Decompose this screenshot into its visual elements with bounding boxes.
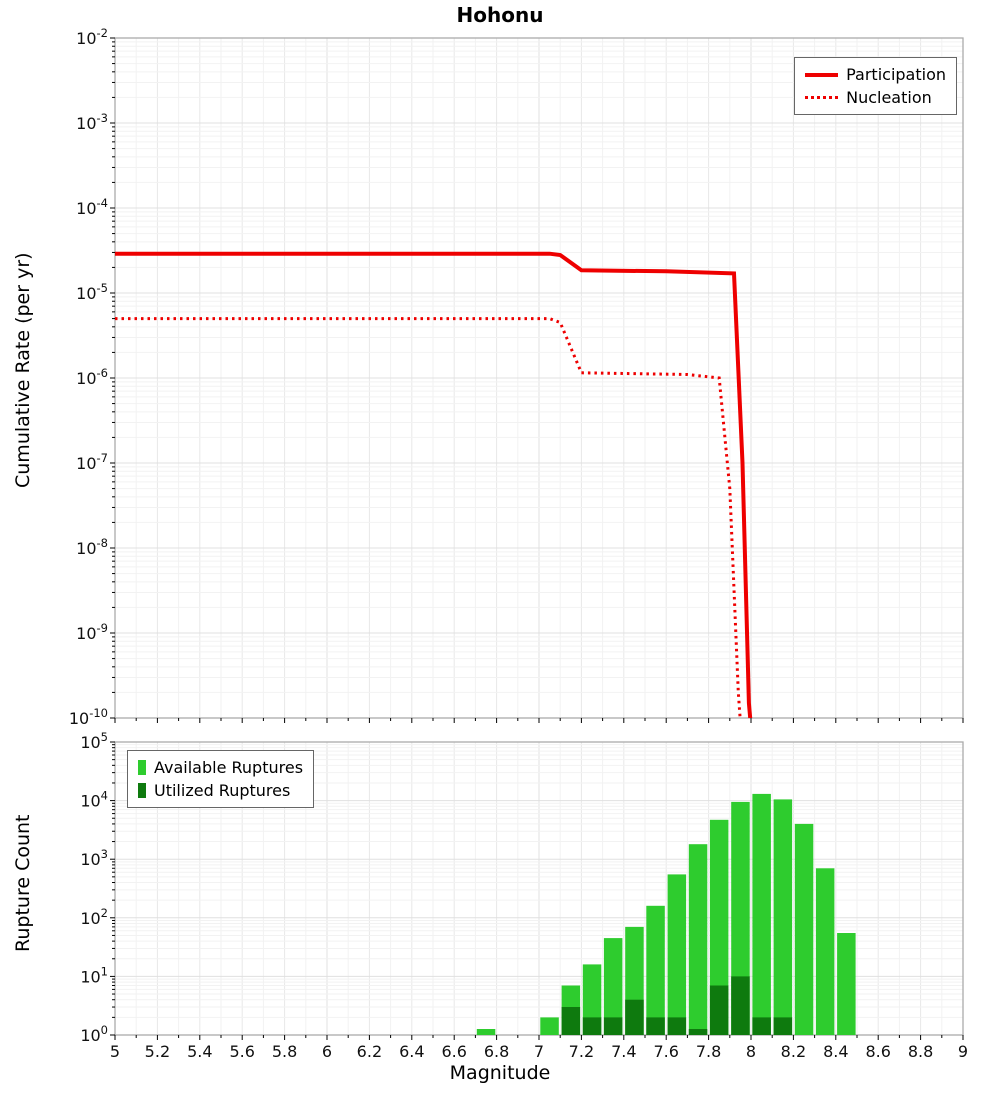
bottom-y-axis-label: Rupture Count xyxy=(12,814,34,953)
nucleation-line-sample xyxy=(805,96,839,99)
svg-text:5.8: 5.8 xyxy=(272,1042,297,1061)
legend-item-utilized: Utilized Ruptures xyxy=(138,779,303,802)
svg-text:8: 8 xyxy=(746,1042,756,1061)
svg-text:6.6: 6.6 xyxy=(441,1042,466,1061)
svg-text:10-5: 10-5 xyxy=(76,281,108,303)
chart-title: Hohonu xyxy=(456,3,544,27)
svg-text:6.4: 6.4 xyxy=(399,1042,424,1061)
legend-item-available: Available Ruptures xyxy=(138,756,303,779)
svg-text:7: 7 xyxy=(534,1042,544,1061)
x-axis-label: Magnitude xyxy=(449,1062,551,1084)
svg-text:5: 5 xyxy=(110,1042,120,1061)
svg-text:6.2: 6.2 xyxy=(357,1042,382,1061)
svg-text:5.6: 5.6 xyxy=(229,1042,254,1061)
svg-text:7.6: 7.6 xyxy=(653,1042,678,1061)
svg-text:10-8: 10-8 xyxy=(76,536,108,558)
svg-text:6.8: 6.8 xyxy=(484,1042,509,1061)
utilized-legend-label: Utilized Ruptures xyxy=(154,781,291,800)
available-ruptures-swatch xyxy=(138,760,146,775)
nucleation-legend-label: Nucleation xyxy=(846,88,932,107)
nucleation-line xyxy=(115,317,742,718)
svg-text:100: 100 xyxy=(80,1023,108,1045)
svg-text:10-9: 10-9 xyxy=(76,621,108,643)
svg-text:7.8: 7.8 xyxy=(696,1042,721,1061)
svg-text:10-2: 10-2 xyxy=(76,26,108,48)
svg-text:5.2: 5.2 xyxy=(145,1042,170,1061)
svg-text:104: 104 xyxy=(80,789,108,811)
svg-text:103: 103 xyxy=(80,847,108,869)
rupture-legend: Available Ruptures Utilized Ruptures xyxy=(127,750,315,808)
svg-text:10-7: 10-7 xyxy=(76,451,108,473)
svg-text:6: 6 xyxy=(322,1042,332,1061)
participation-legend-label: Participation xyxy=(846,65,946,84)
svg-text:8.4: 8.4 xyxy=(823,1042,848,1061)
utilized-ruptures-bars xyxy=(561,976,793,1035)
svg-text:5.4: 5.4 xyxy=(187,1042,212,1061)
available-ruptures-bars xyxy=(476,793,856,1035)
top-y-axis-label: Cumulative Rate (per yr) xyxy=(12,252,34,488)
legend-item-nucleation: Nucleation xyxy=(805,86,946,109)
svg-text:105: 105 xyxy=(80,730,108,752)
svg-text:8.2: 8.2 xyxy=(781,1042,806,1061)
rate-legend: Participation Nucleation xyxy=(794,57,957,115)
svg-text:7.4: 7.4 xyxy=(611,1042,636,1061)
svg-text:101: 101 xyxy=(80,964,108,986)
svg-text:10-10: 10-10 xyxy=(69,706,108,728)
svg-text:8.6: 8.6 xyxy=(865,1042,890,1061)
available-legend-label: Available Ruptures xyxy=(154,758,304,777)
svg-text:9: 9 xyxy=(958,1042,968,1061)
utilized-ruptures-swatch xyxy=(138,783,146,798)
svg-text:102: 102 xyxy=(80,906,108,928)
svg-text:10-6: 10-6 xyxy=(76,366,108,388)
svg-text:10-4: 10-4 xyxy=(76,196,108,218)
legend-item-participation: Participation xyxy=(805,63,946,86)
participation-line-sample xyxy=(805,72,839,77)
svg-text:10-3: 10-3 xyxy=(76,111,108,133)
svg-text:8.8: 8.8 xyxy=(908,1042,933,1061)
svg-text:7.2: 7.2 xyxy=(569,1042,594,1061)
participation-line xyxy=(115,251,753,718)
